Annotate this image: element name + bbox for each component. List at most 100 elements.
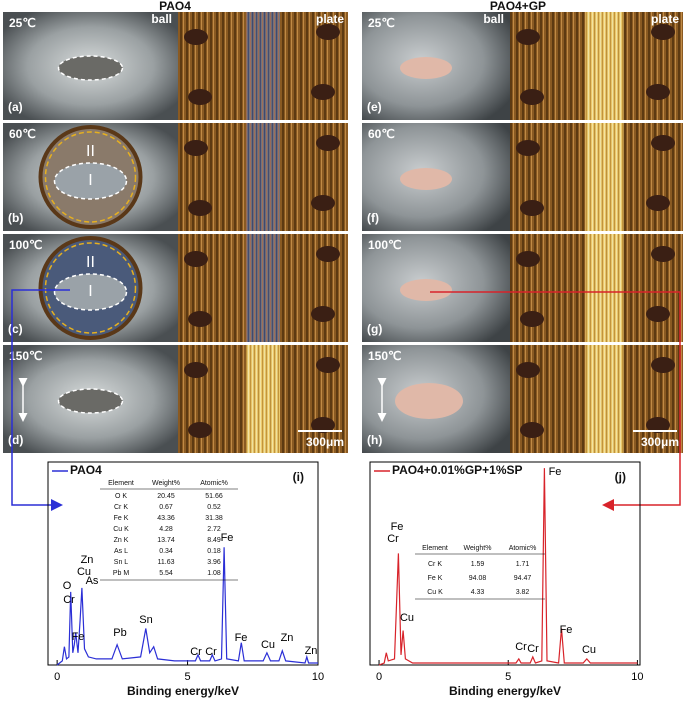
zone-label: I bbox=[88, 283, 92, 300]
table-cell: 4.33 bbox=[471, 589, 485, 596]
page: {"panels":[ {"title":"PAO4","col_labels"… bbox=[0, 0, 683, 702]
table-cell: 94.08 bbox=[469, 575, 487, 582]
table-cell: As L bbox=[114, 548, 128, 555]
pit bbox=[311, 306, 335, 322]
pit bbox=[516, 140, 540, 156]
temperature-label: 60℃ bbox=[9, 127, 36, 141]
table-cell: 0.34 bbox=[159, 548, 173, 555]
table-cell: 3.82 bbox=[516, 589, 530, 596]
panel-tag: (h) bbox=[367, 433, 382, 447]
table-cell: Fe K bbox=[428, 575, 443, 582]
chart-tag: (j) bbox=[615, 470, 626, 484]
pit bbox=[316, 357, 340, 373]
zone-label: II bbox=[86, 143, 95, 160]
pit bbox=[520, 89, 544, 105]
table-cell: 13.74 bbox=[157, 537, 175, 544]
table-cell: 0.52 bbox=[207, 504, 221, 511]
pit bbox=[520, 422, 544, 438]
table-cell: 1.59 bbox=[471, 561, 485, 568]
table-cell: 43.36 bbox=[157, 515, 175, 522]
table-cell: Sn L bbox=[114, 559, 129, 566]
zone-label: I bbox=[88, 172, 92, 189]
scar bbox=[400, 279, 452, 301]
spectrum-line bbox=[379, 468, 637, 665]
peak-label: Zn bbox=[281, 632, 294, 644]
table-cell: 51.66 bbox=[205, 493, 223, 500]
table-cell: 1.71 bbox=[516, 561, 530, 568]
table-cell: 2.72 bbox=[207, 526, 221, 533]
table-cell: 5.54 bbox=[159, 570, 173, 577]
pit bbox=[188, 311, 212, 327]
column-label: plate bbox=[316, 12, 344, 26]
table-cell: Pb M bbox=[113, 570, 130, 577]
peak-label: Fe bbox=[549, 466, 562, 478]
figure: PAO425℃(a)ballplateIII60℃(b)III100℃(c)15… bbox=[0, 0, 683, 702]
legend-label: PAO4+0.01%GP+1%SP bbox=[392, 463, 523, 477]
peak-label: Fe bbox=[72, 631, 85, 643]
temperature-label: 150℃ bbox=[368, 349, 402, 363]
pit bbox=[188, 89, 212, 105]
table-cell: Cu K bbox=[427, 589, 443, 596]
chart-tag: (i) bbox=[293, 470, 304, 484]
pit bbox=[188, 422, 212, 438]
spectrum-line bbox=[57, 547, 318, 665]
temperature-label: 25℃ bbox=[368, 16, 395, 30]
spectra: 0510Binding energy/keVPAO4(i)OCrZnCuAsFe… bbox=[48, 462, 644, 698]
pit bbox=[184, 251, 208, 267]
column-label: plate bbox=[651, 12, 679, 26]
pit bbox=[516, 362, 540, 378]
peak-label: As bbox=[86, 575, 99, 587]
x-tick-label: 0 bbox=[376, 671, 382, 683]
peak-label: Cr bbox=[205, 646, 217, 658]
scar bbox=[59, 389, 123, 413]
pit bbox=[651, 135, 675, 151]
table-cell: Zn K bbox=[114, 537, 129, 544]
panel-tag: (d) bbox=[8, 433, 23, 447]
wear-track bbox=[586, 12, 624, 120]
x-axis-label: Binding energy/keV bbox=[127, 684, 239, 698]
table-cell: 8.49 bbox=[207, 537, 221, 544]
table-cell: 3.96 bbox=[207, 559, 221, 566]
peak-label: Cr bbox=[515, 641, 527, 653]
pit bbox=[316, 246, 340, 262]
table-cell: 0.67 bbox=[159, 504, 173, 511]
panel-tag: (a) bbox=[8, 100, 23, 114]
pit bbox=[311, 84, 335, 100]
pit bbox=[646, 306, 670, 322]
scar bbox=[400, 57, 452, 79]
peak-label: Zn bbox=[305, 645, 318, 657]
peak-label: Cu bbox=[261, 639, 275, 651]
wear-track bbox=[586, 234, 624, 342]
pit bbox=[516, 251, 540, 267]
table-cell: Cr K bbox=[428, 561, 442, 568]
panel-tag: (c) bbox=[8, 322, 23, 336]
temperature-label: 100℃ bbox=[368, 238, 402, 252]
temperature-label: 60℃ bbox=[368, 127, 395, 141]
pit bbox=[316, 135, 340, 151]
x-tick-label: 0 bbox=[54, 671, 60, 683]
pit bbox=[651, 357, 675, 373]
pit bbox=[184, 140, 208, 156]
table-header: Atomic% bbox=[200, 480, 228, 487]
pit bbox=[316, 24, 340, 40]
wear-track bbox=[586, 123, 624, 231]
panel-tag: (b) bbox=[8, 211, 23, 225]
scale-label: 300μm bbox=[306, 435, 344, 449]
column-label: ball bbox=[483, 12, 504, 26]
peak-label: Cr bbox=[63, 594, 75, 606]
peak-label: Cr bbox=[190, 646, 202, 658]
table-cell: O K bbox=[115, 493, 127, 500]
scar bbox=[59, 56, 123, 80]
peak-label: Fe bbox=[391, 521, 404, 533]
plot-frame bbox=[370, 462, 640, 665]
x-tick-label: 5 bbox=[505, 671, 511, 683]
pit bbox=[311, 195, 335, 211]
pit bbox=[651, 246, 675, 262]
peak-label: Fe bbox=[560, 624, 573, 636]
peak-label: Fe bbox=[221, 532, 234, 544]
wear-track bbox=[246, 123, 280, 231]
table-cell: Cu K bbox=[113, 526, 129, 533]
pit bbox=[520, 311, 544, 327]
panel-tag: (e) bbox=[367, 100, 382, 114]
